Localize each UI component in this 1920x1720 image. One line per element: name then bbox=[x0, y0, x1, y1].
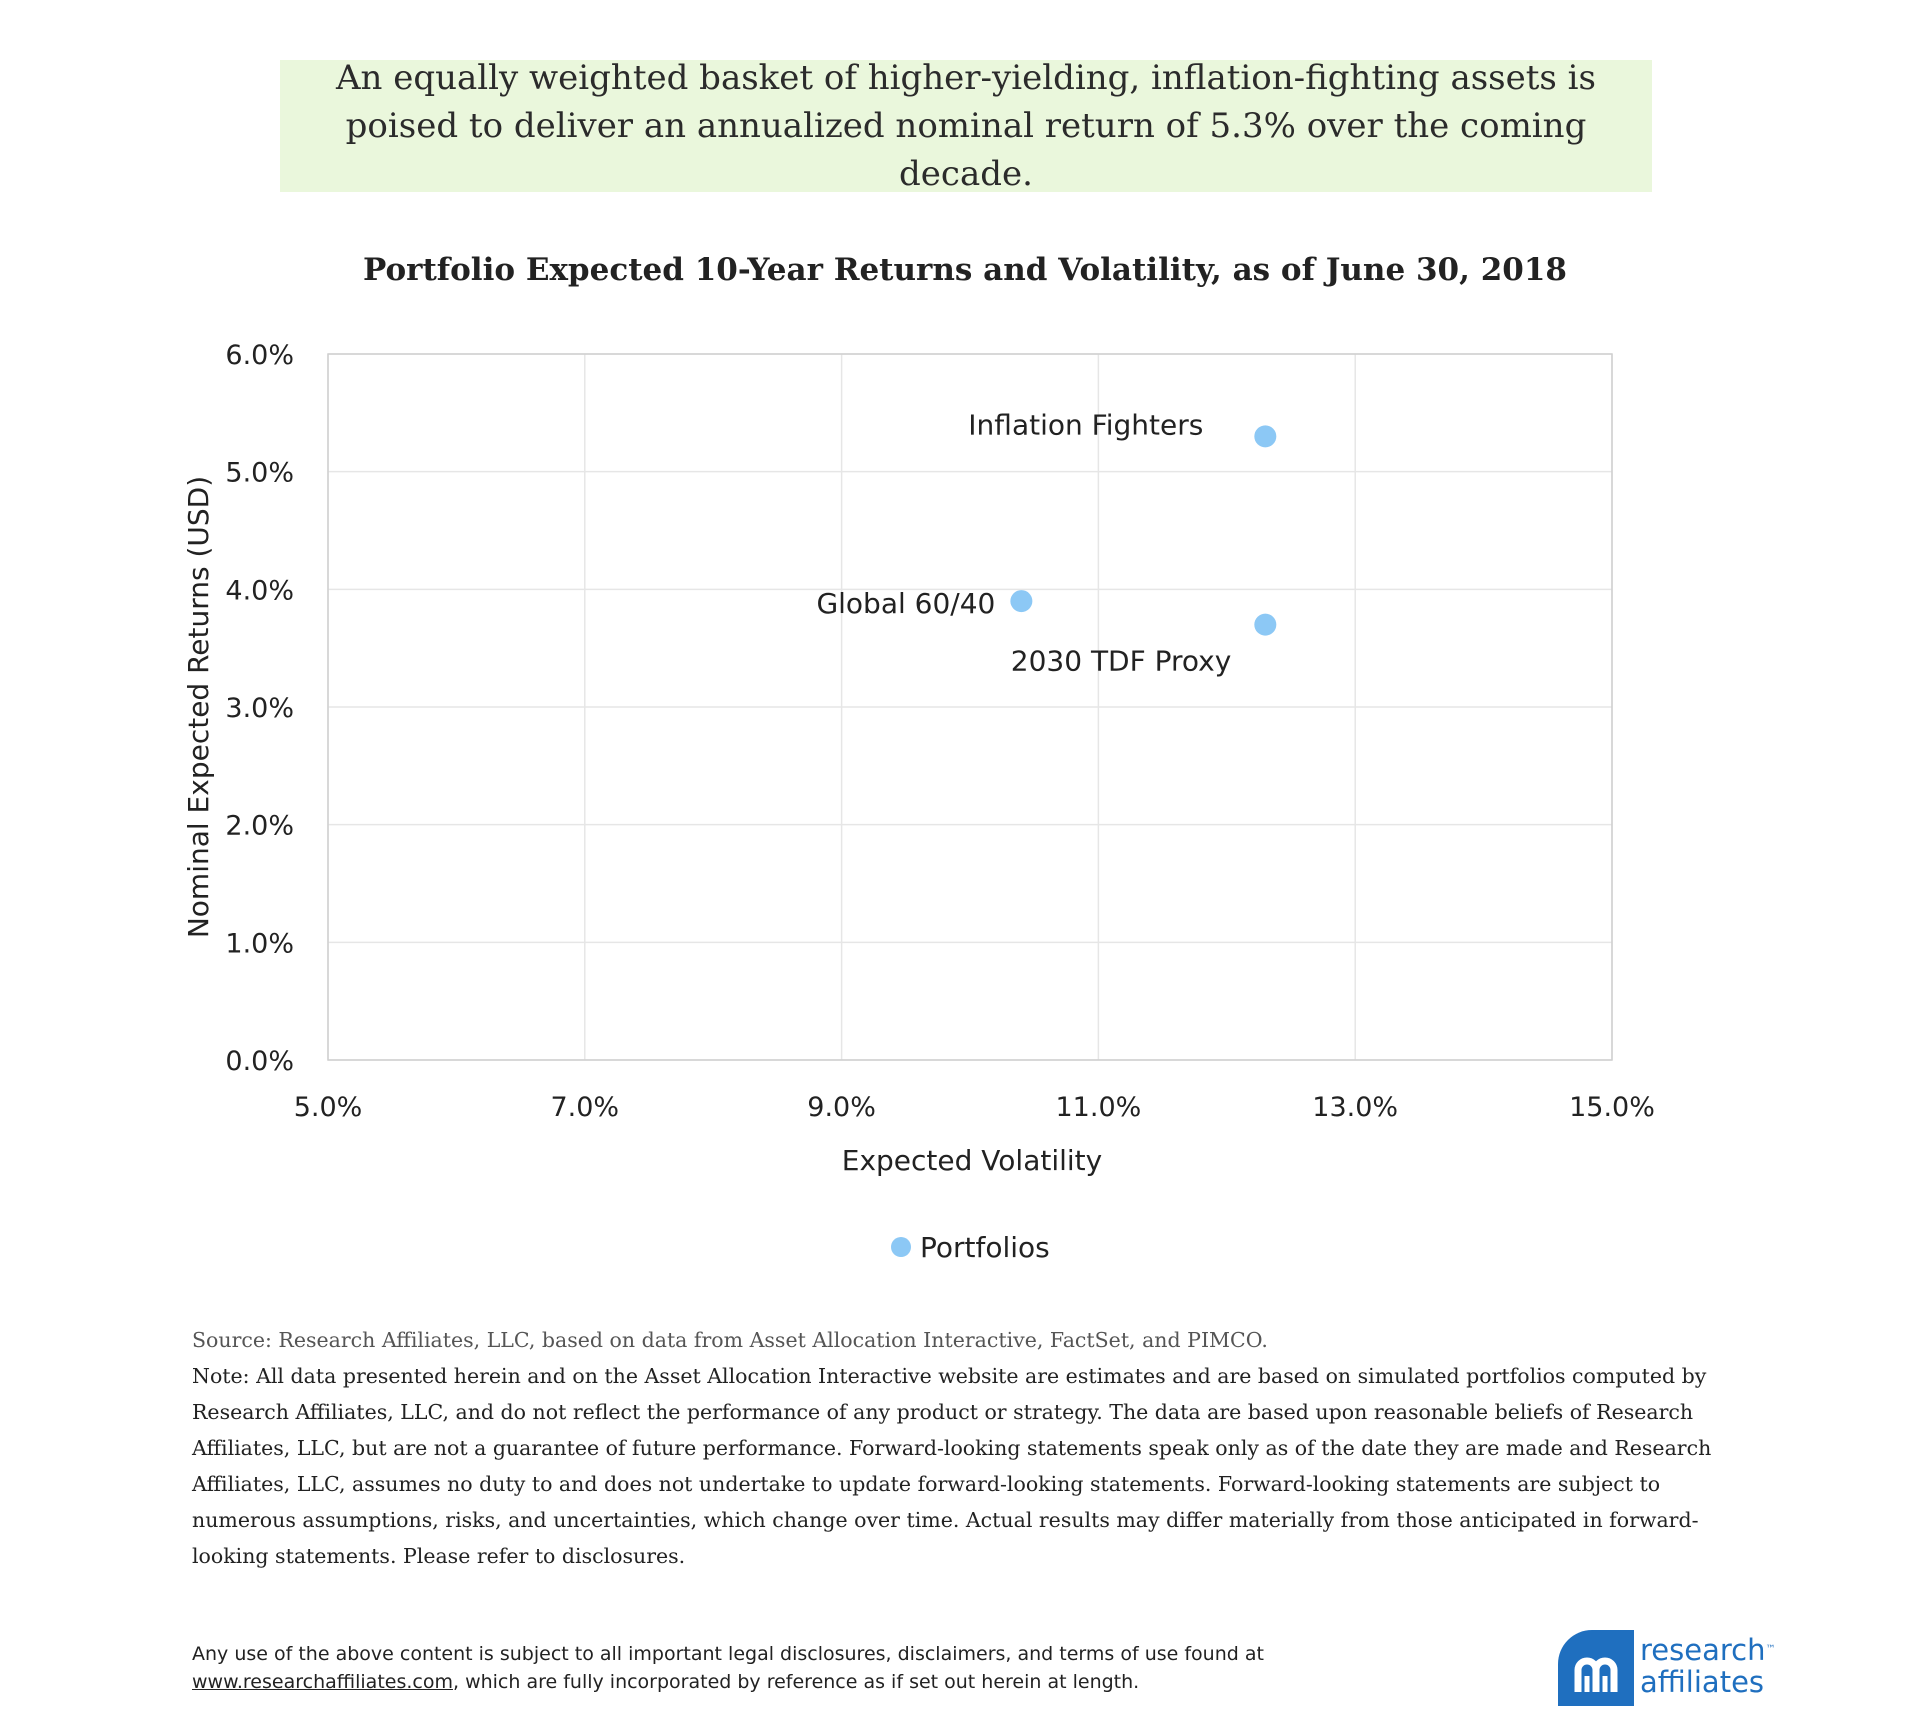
headline-banner: An equally weighted basket of higher-yie… bbox=[280, 58, 1652, 194]
data-point bbox=[1254, 613, 1277, 636]
headline-text: An equally weighted basket of higher-yie… bbox=[335, 58, 1596, 194]
logo-trademark: ™ bbox=[1765, 1644, 1776, 1655]
legend-marker bbox=[891, 1237, 911, 1257]
data-label: Inflation Fighters bbox=[968, 408, 1203, 441]
x-tick-label: 15.0% bbox=[1569, 1092, 1655, 1123]
y-tick-label: 1.0% bbox=[225, 928, 294, 959]
data-point bbox=[1010, 590, 1033, 613]
x-tick-label: 11.0% bbox=[1056, 1092, 1142, 1123]
x-tick-label: 9.0% bbox=[807, 1092, 876, 1123]
x-tick-label: 13.0% bbox=[1312, 1092, 1398, 1123]
y-axis-label: Nominal Expected Returns (USD) bbox=[182, 476, 215, 938]
y-tick-label: 0.0% bbox=[225, 1046, 294, 1077]
website-link[interactable]: www.researchaffiliates.com bbox=[192, 1671, 453, 1693]
data-label: Global 60/40 bbox=[816, 587, 995, 620]
y-tick-label: 6.0% bbox=[225, 340, 294, 371]
data-label: 2030 TDF Proxy bbox=[1011, 645, 1232, 678]
notes-block: Source: Research Affiliates, LLC, based … bbox=[192, 1322, 1732, 1574]
footer-line-1: Any use of the above content is subject … bbox=[192, 1643, 1264, 1665]
footer-disclaimer: Any use of the above content is subject … bbox=[192, 1640, 1372, 1696]
data-point bbox=[1254, 425, 1277, 448]
disclaimer-note: Note: All data presented herein and on t… bbox=[192, 1364, 1712, 1568]
y-tick-label: 5.0% bbox=[225, 458, 294, 489]
footer-line-2: www.researchaffiliates.com, which are fu… bbox=[192, 1668, 1372, 1696]
x-tick-label: 7.0% bbox=[550, 1092, 619, 1123]
legend-label: Portfolios bbox=[920, 1231, 1050, 1264]
footer-line-2-text: , which are fully incorporated by refere… bbox=[452, 1671, 1140, 1693]
research-affiliates-logo: research™ affiliates bbox=[1558, 1630, 1778, 1706]
x-axis-label: Expected Volatility bbox=[842, 1144, 1102, 1177]
y-tick-label: 3.0% bbox=[225, 693, 294, 724]
x-tick-label: 5.0% bbox=[294, 1092, 363, 1123]
y-tick-label: 4.0% bbox=[225, 575, 294, 606]
logo-word-research: research bbox=[1640, 1633, 1766, 1667]
source-note: Source: Research Affiliates, LLC, based … bbox=[192, 1328, 1268, 1352]
logo-word-affiliates: affiliates bbox=[1640, 1665, 1765, 1699]
chart-title: Portfolio Expected 10-Year Returns and V… bbox=[362, 252, 1567, 288]
y-tick-label: 2.0% bbox=[225, 811, 294, 842]
logo-mark-icon bbox=[1558, 1630, 1634, 1706]
plot-area bbox=[327, 353, 1613, 1061]
logo-wordmark: research™ affiliates bbox=[1640, 1634, 1775, 1698]
